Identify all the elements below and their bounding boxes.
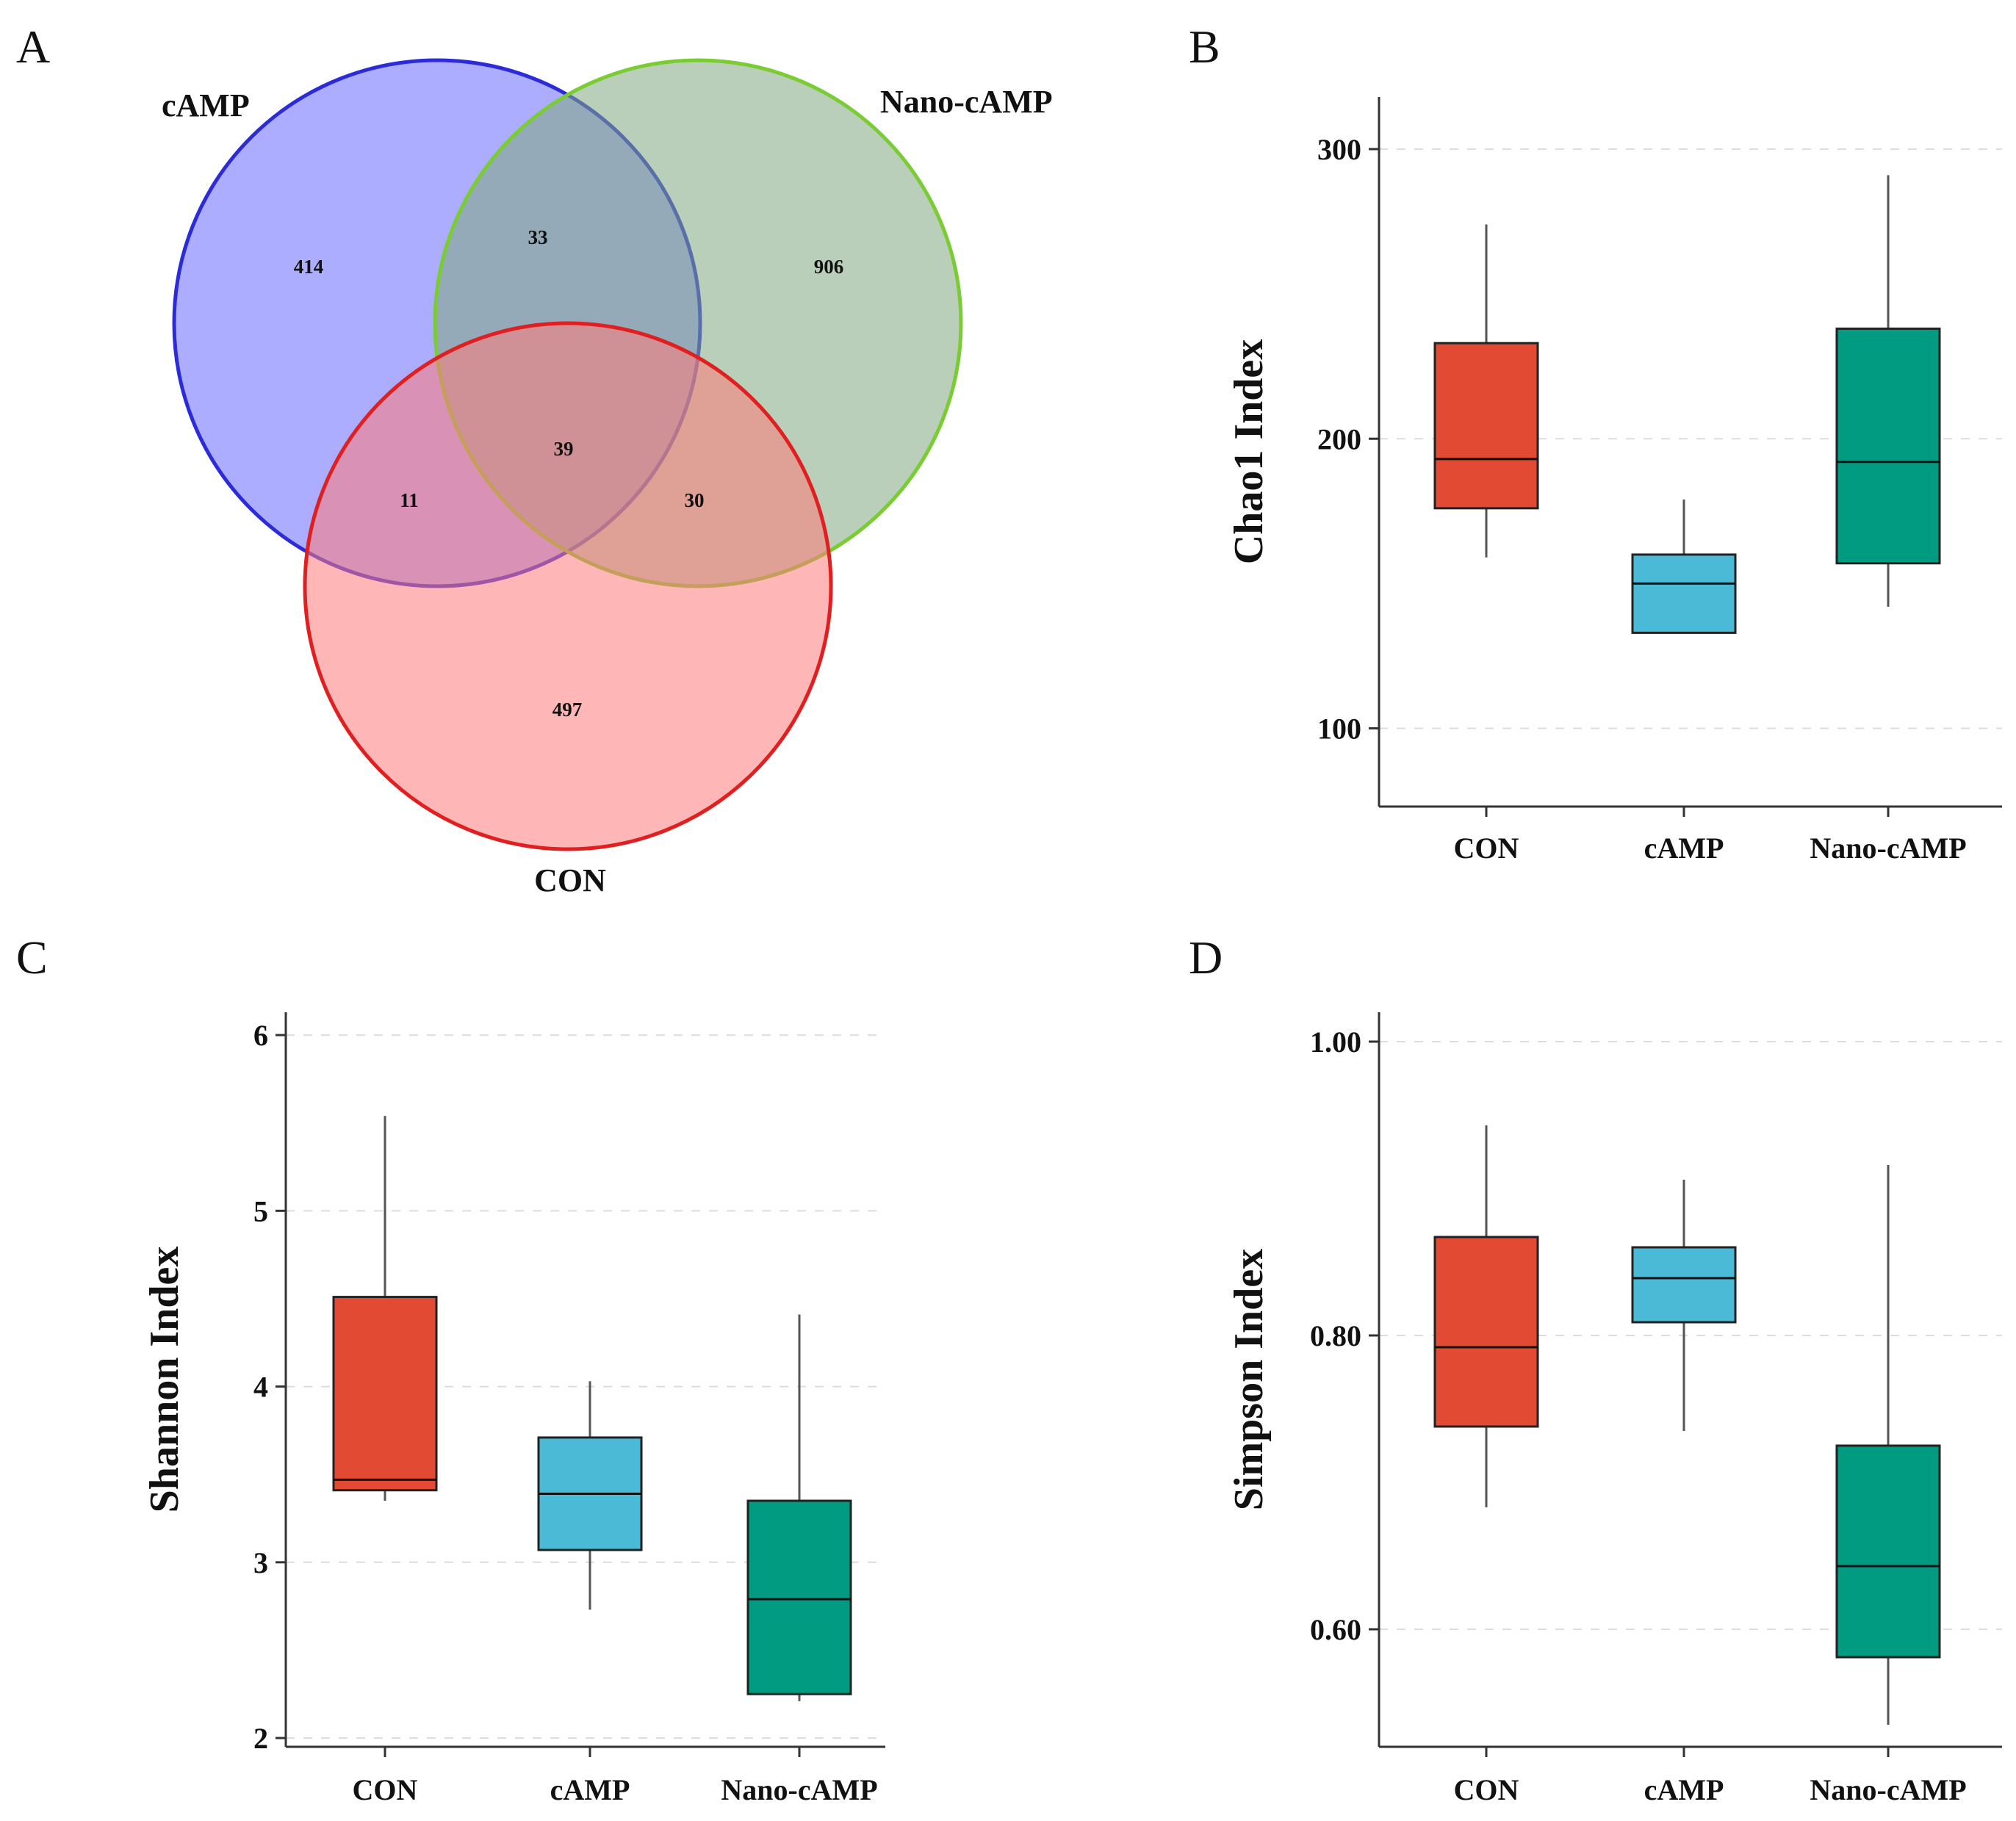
venn-count-camp-nano: 33 bbox=[528, 226, 548, 248]
chao1-index-y-tick-label: 300 bbox=[1317, 133, 1361, 166]
shannon-index-x-tick-label-nano-camp: Nano-cAMP bbox=[721, 1773, 877, 1806]
chao1-index-box-camp bbox=[1631, 553, 1737, 634]
simpson-index-y-tick-label: 0.60 bbox=[1310, 1613, 1361, 1646]
venn-label-nano-camp: Nano-cAMP bbox=[880, 84, 1053, 120]
shannon-index-y-tick-label: 5 bbox=[253, 1194, 268, 1227]
shannon-boxplot: 2 3 4 5 6 CON cAMP Nano-cAMP Shannon Index bbox=[142, 1012, 885, 1806]
simpson-index-x-tick-label-camp: cAMP bbox=[1644, 1773, 1724, 1806]
simpson-index-box-camp bbox=[1631, 1246, 1737, 1324]
venn-count-camp-con: 11 bbox=[400, 489, 419, 511]
chao1-index-x-tick-label-camp: cAMP bbox=[1644, 832, 1724, 865]
venn-count-con-only: 497 bbox=[552, 699, 583, 721]
shannon-index-x-tick-label-con: CON bbox=[353, 1773, 418, 1806]
simpson-index-box-nano-camp bbox=[1835, 1444, 1941, 1659]
shannon-index-x-tick-label-camp: cAMP bbox=[550, 1773, 630, 1806]
simpson-index-y-tick-label: 0.80 bbox=[1310, 1319, 1361, 1352]
venn-diagram: cAMP Nano-cAMP CON 414 33 906 39 11 30 4… bbox=[162, 58, 1053, 898]
simpson-index-x-tick-label-con: CON bbox=[1454, 1773, 1519, 1806]
venn-circle-con bbox=[303, 321, 833, 851]
panel-letter-c: C bbox=[16, 931, 48, 984]
venn-count-camp-only: 414 bbox=[294, 256, 324, 278]
simpson-boxplot: 0.60 0.80 1.00 CON cAMP Nano-cAMP Simpson Inde… bbox=[1226, 1012, 2002, 1806]
chao1-index-y-axis-title: Chao1 Index bbox=[1226, 339, 1272, 565]
shannon-index-box-nano-camp bbox=[746, 1499, 852, 1695]
simpson-index-box-con bbox=[1433, 1236, 1539, 1428]
venn-count-nano-only: 906 bbox=[814, 256, 844, 278]
chao1-index-box-con bbox=[1433, 342, 1539, 510]
simpson-index-x-tick-label-nano-camp: Nano-cAMP bbox=[1810, 1773, 1966, 1806]
simpson-index-y-axis-title: Simpson Index bbox=[1226, 1249, 1272, 1510]
venn-label-con: CON bbox=[534, 862, 606, 898]
chao1-index-y-tick-label: 100 bbox=[1317, 713, 1361, 746]
venn-count-nano-con: 30 bbox=[685, 489, 705, 511]
chao1-index-box-nano-camp bbox=[1835, 327, 1941, 565]
panel-letter-d: D bbox=[1189, 931, 1223, 984]
shannon-index-y-tick-label: 3 bbox=[253, 1546, 268, 1579]
panel-letter-b: B bbox=[1189, 21, 1220, 73]
chao1-boxplot: 100 200 300 CON cAMP Nano-cAMP Chao1 Index bbox=[1226, 97, 2002, 865]
simpson-index-y-tick-label: 1.00 bbox=[1310, 1025, 1361, 1059]
shannon-index-y-tick-label: 4 bbox=[253, 1371, 268, 1404]
panel-letter-a: A bbox=[16, 21, 50, 73]
shannon-index-y-axis-title: Shannon Index bbox=[142, 1247, 187, 1513]
chao1-index-x-tick-label-con: CON bbox=[1454, 832, 1519, 865]
chao1-index-y-tick-label: 200 bbox=[1317, 422, 1361, 455]
chao1-index-x-tick-label-nano-camp: Nano-cAMP bbox=[1810, 832, 1966, 865]
shannon-index-y-tick-label: 6 bbox=[253, 1019, 268, 1052]
shannon-index-y-tick-label: 2 bbox=[253, 1722, 268, 1755]
shannon-index-box-con bbox=[332, 1296, 438, 1492]
venn-label-camp: cAMP bbox=[162, 87, 250, 123]
venn-count-all: 39 bbox=[554, 438, 574, 460]
